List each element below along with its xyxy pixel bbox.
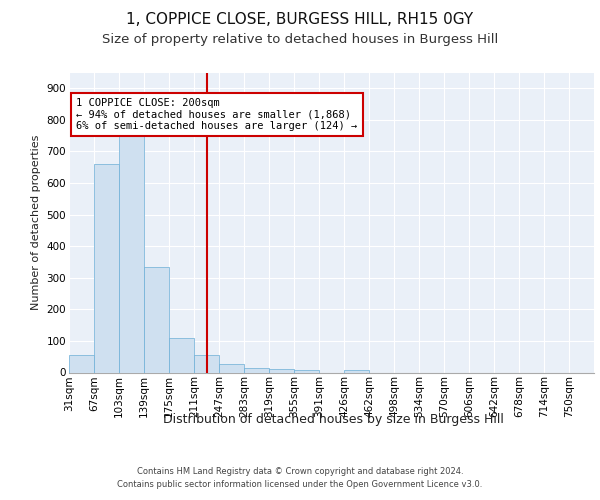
Bar [194,355,219,372]
Text: 1 COPPICE CLOSE: 200sqm
← 94% of detached houses are smaller (1,868)
6% of semi-: 1 COPPICE CLOSE: 200sqm ← 94% of detache… [77,98,358,131]
Bar [294,370,319,372]
Text: Distribution of detached houses by size in Burgess Hill: Distribution of detached houses by size … [163,412,503,426]
Bar [119,136,144,372]
Text: 1, COPPICE CLOSE, BURGESS HILL, RH15 0GY: 1, COPPICE CLOSE, BURGESS HILL, RH15 0GY [127,12,473,28]
Bar [244,368,269,372]
Bar [69,355,94,372]
Y-axis label: Number of detached properties: Number of detached properties [31,135,41,310]
Bar [344,370,369,372]
Bar [269,370,294,372]
Bar [219,364,244,372]
Bar [169,338,194,372]
Text: Contains HM Land Registry data © Crown copyright and database right 2024.: Contains HM Land Registry data © Crown c… [137,468,463,476]
Text: Size of property relative to detached houses in Burgess Hill: Size of property relative to detached ho… [102,32,498,46]
Bar [94,164,119,372]
Bar [144,266,169,372]
Text: Contains public sector information licensed under the Open Government Licence v3: Contains public sector information licen… [118,480,482,489]
